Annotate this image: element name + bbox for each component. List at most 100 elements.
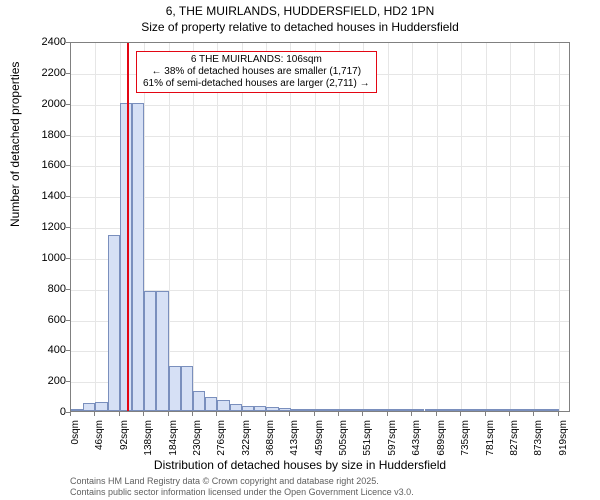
x-tick-mark bbox=[362, 412, 363, 416]
y-tick-mark bbox=[66, 320, 70, 321]
histogram-bar bbox=[205, 397, 217, 411]
x-tick-mark bbox=[460, 412, 461, 416]
y-tick-mark bbox=[66, 104, 70, 105]
x-tick-label: 46sqm bbox=[94, 420, 105, 465]
grid-line-v bbox=[437, 43, 438, 411]
y-tick-mark bbox=[66, 73, 70, 74]
grid-line-v bbox=[486, 43, 487, 411]
histogram-bar bbox=[400, 409, 412, 411]
histogram-bar bbox=[279, 408, 291, 411]
x-tick-label: 689sqm bbox=[436, 420, 447, 465]
histogram-bar bbox=[376, 409, 388, 411]
x-tick-mark bbox=[241, 412, 242, 416]
grid-line-v bbox=[412, 43, 413, 411]
y-tick-label: 200 bbox=[16, 375, 66, 387]
annot-line2: ← 38% of detached houses are smaller (1,… bbox=[143, 66, 370, 78]
annot-line3: 61% of semi-detached houses are larger (… bbox=[143, 78, 370, 90]
y-tick-mark bbox=[66, 227, 70, 228]
histogram-bar bbox=[498, 409, 510, 411]
x-tick-label: 781sqm bbox=[485, 420, 496, 465]
x-tick-mark bbox=[533, 412, 534, 416]
histogram-bar bbox=[120, 103, 132, 411]
histogram-bar bbox=[95, 402, 107, 411]
x-tick-label: 276sqm bbox=[216, 420, 227, 465]
annot-line1: 6 THE MUIRLANDS: 106sqm bbox=[143, 54, 370, 66]
x-tick-mark bbox=[94, 412, 95, 416]
x-tick-label: 322sqm bbox=[241, 420, 252, 465]
x-tick-label: 873sqm bbox=[533, 420, 544, 465]
y-tick-label: 1800 bbox=[16, 129, 66, 141]
histogram-bar bbox=[510, 409, 522, 411]
y-tick-label: 2200 bbox=[16, 67, 66, 79]
histogram-bar bbox=[522, 409, 534, 411]
grid-line-v bbox=[95, 43, 96, 411]
histogram-bar bbox=[486, 409, 498, 411]
x-tick-mark bbox=[338, 412, 339, 416]
x-tick-label: 551sqm bbox=[362, 420, 373, 465]
y-tick-mark bbox=[66, 381, 70, 382]
y-tick-label: 1600 bbox=[16, 159, 66, 171]
grid-line-h bbox=[71, 228, 569, 229]
x-tick-mark bbox=[485, 412, 486, 416]
x-tick-mark bbox=[265, 412, 266, 416]
grid-line-v bbox=[169, 43, 170, 411]
x-tick-mark bbox=[314, 412, 315, 416]
histogram-bar bbox=[132, 103, 144, 411]
histogram-bar bbox=[230, 404, 242, 411]
y-tick-label: 1200 bbox=[16, 221, 66, 233]
x-tick-label: 0sqm bbox=[70, 420, 81, 465]
histogram-bar bbox=[144, 291, 156, 411]
histogram-bar bbox=[242, 406, 254, 411]
histogram-bar bbox=[181, 366, 193, 411]
x-tick-mark bbox=[192, 412, 193, 416]
x-tick-mark bbox=[436, 412, 437, 416]
y-tick-label: 0 bbox=[16, 406, 66, 418]
footer-line2: Contains public sector information licen… bbox=[70, 487, 414, 497]
x-tick-label: 735sqm bbox=[460, 420, 471, 465]
chart-title-line1: 6, THE MUIRLANDS, HUDDERSFIELD, HD2 1PN bbox=[0, 4, 600, 18]
grid-line-v bbox=[388, 43, 389, 411]
y-tick-label: 600 bbox=[16, 314, 66, 326]
grid-line-v bbox=[242, 43, 243, 411]
x-tick-mark bbox=[119, 412, 120, 416]
histogram-bar bbox=[461, 409, 473, 411]
grid-line-h bbox=[71, 136, 569, 137]
x-tick-label: 919sqm bbox=[558, 420, 569, 465]
x-tick-mark bbox=[168, 412, 169, 416]
histogram-bar bbox=[412, 409, 424, 411]
plot-area: 6 THE MUIRLANDS: 106sqm ← 38% of detache… bbox=[70, 42, 570, 412]
histogram-bar bbox=[425, 409, 437, 411]
y-tick-mark bbox=[66, 350, 70, 351]
x-tick-label: 413sqm bbox=[289, 420, 300, 465]
y-tick-label: 400 bbox=[16, 344, 66, 356]
histogram-bar bbox=[266, 407, 278, 411]
footer-line1: Contains HM Land Registry data © Crown c… bbox=[70, 476, 379, 486]
histogram-bar bbox=[437, 409, 449, 411]
grid-line-v bbox=[339, 43, 340, 411]
histogram-bar bbox=[351, 409, 363, 411]
x-tick-label: 230sqm bbox=[192, 420, 203, 465]
grid-line-h bbox=[71, 197, 569, 198]
y-tick-mark bbox=[66, 42, 70, 43]
chart-title-line2: Size of property relative to detached ho… bbox=[0, 20, 600, 34]
histogram-bar bbox=[339, 409, 351, 411]
histogram-bar bbox=[156, 291, 168, 411]
grid-line-h bbox=[71, 259, 569, 260]
histogram-bar bbox=[315, 409, 327, 411]
x-tick-label: 459sqm bbox=[314, 420, 325, 465]
histogram-bar bbox=[71, 409, 83, 411]
y-tick-mark bbox=[66, 135, 70, 136]
y-tick-label: 2000 bbox=[16, 98, 66, 110]
x-tick-mark bbox=[70, 412, 71, 416]
y-tick-label: 800 bbox=[16, 283, 66, 295]
x-tick-mark bbox=[143, 412, 144, 416]
y-tick-mark bbox=[66, 196, 70, 197]
x-tick-label: 184sqm bbox=[168, 420, 179, 465]
x-tick-mark bbox=[509, 412, 510, 416]
y-tick-label: 1400 bbox=[16, 190, 66, 202]
histogram-bar bbox=[108, 235, 120, 411]
y-axis-label: Number of detached properties bbox=[8, 62, 22, 227]
grid-line-v bbox=[559, 43, 560, 411]
y-tick-label: 2400 bbox=[16, 36, 66, 48]
histogram-bar bbox=[169, 366, 181, 411]
